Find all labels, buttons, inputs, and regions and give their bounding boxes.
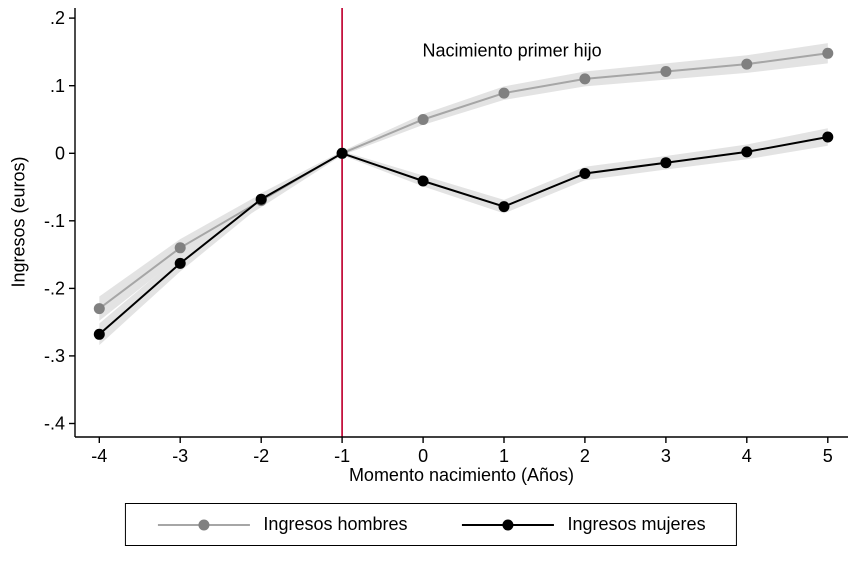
- y-tick-label: -.3: [44, 346, 65, 366]
- series-1-marker: [579, 168, 591, 179]
- series-0-marker: [579, 73, 591, 85]
- series-1-marker: [255, 193, 267, 205]
- y-axis-title: Ingresos (euros): [8, 156, 29, 288]
- x-tick-label: -1: [334, 446, 350, 466]
- y-tick-label: .2: [50, 8, 65, 28]
- series-1-marker: [174, 257, 186, 269]
- y-tick-label: .1: [50, 76, 65, 96]
- legend-label-hombres: Ingresos hombres: [263, 514, 408, 534]
- y-tick-label: 0: [55, 143, 65, 163]
- x-tick-label: -2: [253, 446, 269, 466]
- legend-entry-mujeres: Ingresos mujeres: [460, 514, 706, 535]
- event-annotation-label: Nacimiento primer hijo: [422, 40, 602, 61]
- series-0-marker: [741, 58, 753, 70]
- series-1-marker: [660, 157, 672, 169]
- series-0-marker: [417, 114, 429, 125]
- x-tick-label: 0: [418, 446, 428, 466]
- series-1-marker: [93, 328, 105, 340]
- series-1-marker: [417, 175, 429, 187]
- ci-band-0: [99, 43, 828, 321]
- x-tick-label: 1: [499, 446, 509, 466]
- series-1-marker: [741, 146, 753, 158]
- y-tick-label: -.2: [44, 279, 65, 299]
- y-tick-label: -.1: [44, 211, 65, 231]
- series-1-marker: [498, 201, 510, 213]
- series-0-marker: [174, 242, 186, 254]
- legend-sample-hombres-icon: [157, 519, 250, 530]
- plot-canvas: .2 .1 0 -.1 -.2 -.3 -.4 -4 -3 -2 -1 0 1 2 3 4 5: [44, 8, 848, 466]
- x-tick-label: 5: [823, 446, 833, 466]
- series-line-0: [98, 52, 828, 310]
- x-tick-label: -4: [91, 446, 107, 466]
- series-0-marker: [93, 303, 105, 315]
- x-tick-label: -3: [172, 446, 188, 466]
- legend-entry-hombres: Ingresos hombres: [155, 514, 408, 535]
- x-tick-label: 4: [742, 446, 752, 466]
- legend-label-mujeres: Ingresos mujeres: [567, 514, 706, 534]
- ci-band-1: [99, 128, 828, 346]
- y-tick-label: -.4: [44, 414, 65, 434]
- x-tick-label: 2: [580, 446, 590, 466]
- series-0-marker: [660, 66, 672, 77]
- series-line-1: [98, 136, 828, 336]
- series-0-marker: [498, 87, 510, 99]
- x-tick-label: 3: [661, 446, 671, 466]
- x-axis-title: Momento nacimiento (Años): [348, 465, 575, 485]
- series-1-marker: [822, 131, 834, 143]
- legend-box: Ingresos hombres Ingresos mujeres: [124, 503, 737, 546]
- series-1-marker: [336, 147, 348, 159]
- series-0-marker: [822, 47, 834, 59]
- legend-sample-mujeres-icon: [461, 519, 554, 530]
